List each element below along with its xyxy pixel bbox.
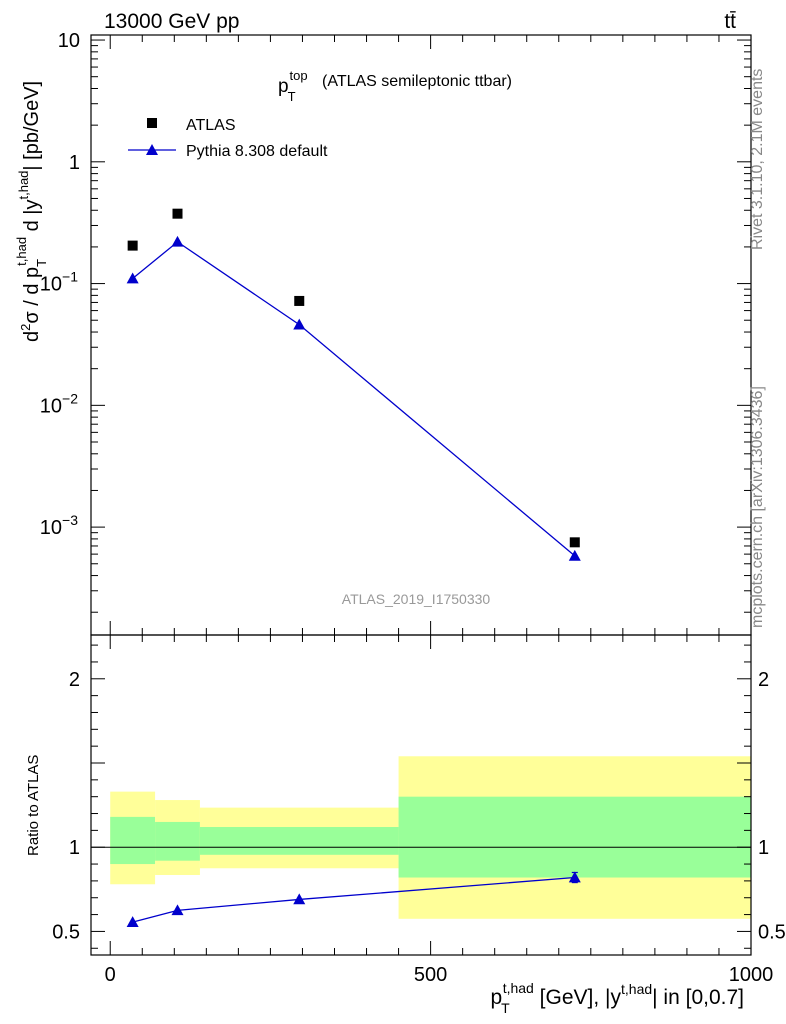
ratio-pythia-point xyxy=(568,871,581,883)
legend-pythia-label: Pythia 8.308 default xyxy=(186,143,328,160)
ratio-pythia-point xyxy=(293,893,306,905)
main-data-layer xyxy=(126,208,581,561)
pythia-data-point xyxy=(171,235,184,247)
ratio-y-tick-label-right: 0.5 xyxy=(758,921,786,943)
ratio-y-tick-label-right: 1 xyxy=(758,837,769,859)
pythia-data-point xyxy=(126,272,139,284)
main-y-tick-label: 10−3 xyxy=(40,512,78,539)
legend-pythia-marker xyxy=(146,144,158,155)
x-tick-label: 1000 xyxy=(729,964,774,986)
main-y-tick-label: 10−1 xyxy=(40,269,78,296)
ratio-y-axis-label: Ratio to ATLAS xyxy=(25,755,42,856)
ratio-pythia-line xyxy=(132,876,575,923)
ratio-band-inner xyxy=(398,796,751,878)
main-title-rest: (ATLAS semileptonic ttbar) xyxy=(322,73,512,90)
ratio-band-inner xyxy=(110,816,156,865)
atlas-data-point xyxy=(569,537,580,548)
ratio-pythia-point xyxy=(126,916,139,927)
main-y-tick-label: 10−2 xyxy=(40,390,78,417)
main-title: pTtop (ATLAS semileptonic ttbar) xyxy=(278,68,512,104)
ratio-y-tick-label-left: 0.5 xyxy=(52,921,80,943)
pythia-line xyxy=(132,241,576,557)
main-y-axis-label: d2σ / d pTt,had d |yt,had| [pb/GeV] xyxy=(14,81,49,342)
legend-atlas-label: ATLAS xyxy=(186,117,236,134)
axis-tick-labels: 10 1 10−1 10−2 10−3 0 500 1000 0.5 0.5 1 1 2 2 xyxy=(40,30,786,986)
mcplots-label: mcplots.cern.ch [arXiv:1306.3436] xyxy=(749,386,766,628)
ratio-pythia-point xyxy=(171,904,184,916)
process-label: tt̄ xyxy=(724,10,736,33)
energy-label: 13000 GeV pp xyxy=(104,10,239,33)
main-y-tick-label: 10 xyxy=(58,30,80,52)
pythia-data-point xyxy=(568,549,581,561)
ratio-uncertainty-bands xyxy=(110,756,751,919)
legend-atlas-marker xyxy=(147,118,157,128)
ratio-panel-frame xyxy=(90,634,752,956)
ratio-data-layer xyxy=(126,871,581,927)
pythia-data-point xyxy=(293,318,306,330)
atlas-data-point xyxy=(172,208,183,219)
x-axis-label: pTt,had [GeV], |yt,had| in [0,0.7] xyxy=(490,980,744,1016)
legend: ATLAS Pythia 8.308 default xyxy=(128,117,328,160)
main-y-tick-label: 1 xyxy=(69,152,80,174)
rivet-version-label: Rivet 3.1.10, 2.1M events xyxy=(749,69,766,250)
main-title-subscript: T xyxy=(288,89,296,104)
ratio-band-inner xyxy=(199,827,399,855)
ratio-y-tick-label-right: 2 xyxy=(758,669,769,691)
ratio-y-tick-label-left: 2 xyxy=(69,669,80,691)
x-tick-label: 500 xyxy=(414,964,447,986)
ratio-y-tick-label-left: 1 xyxy=(69,837,80,859)
main-title-symbol: p xyxy=(278,76,289,97)
analysis-id: ATLAS_2019_I1750330 xyxy=(342,591,491,607)
main-title-superscript: top xyxy=(290,68,308,83)
ratio-band-inner xyxy=(155,821,200,861)
axis-ticks xyxy=(91,35,752,955)
atlas-data-point xyxy=(127,240,138,251)
x-tick-label: 0 xyxy=(105,964,116,986)
atlas-data-point xyxy=(294,295,305,306)
